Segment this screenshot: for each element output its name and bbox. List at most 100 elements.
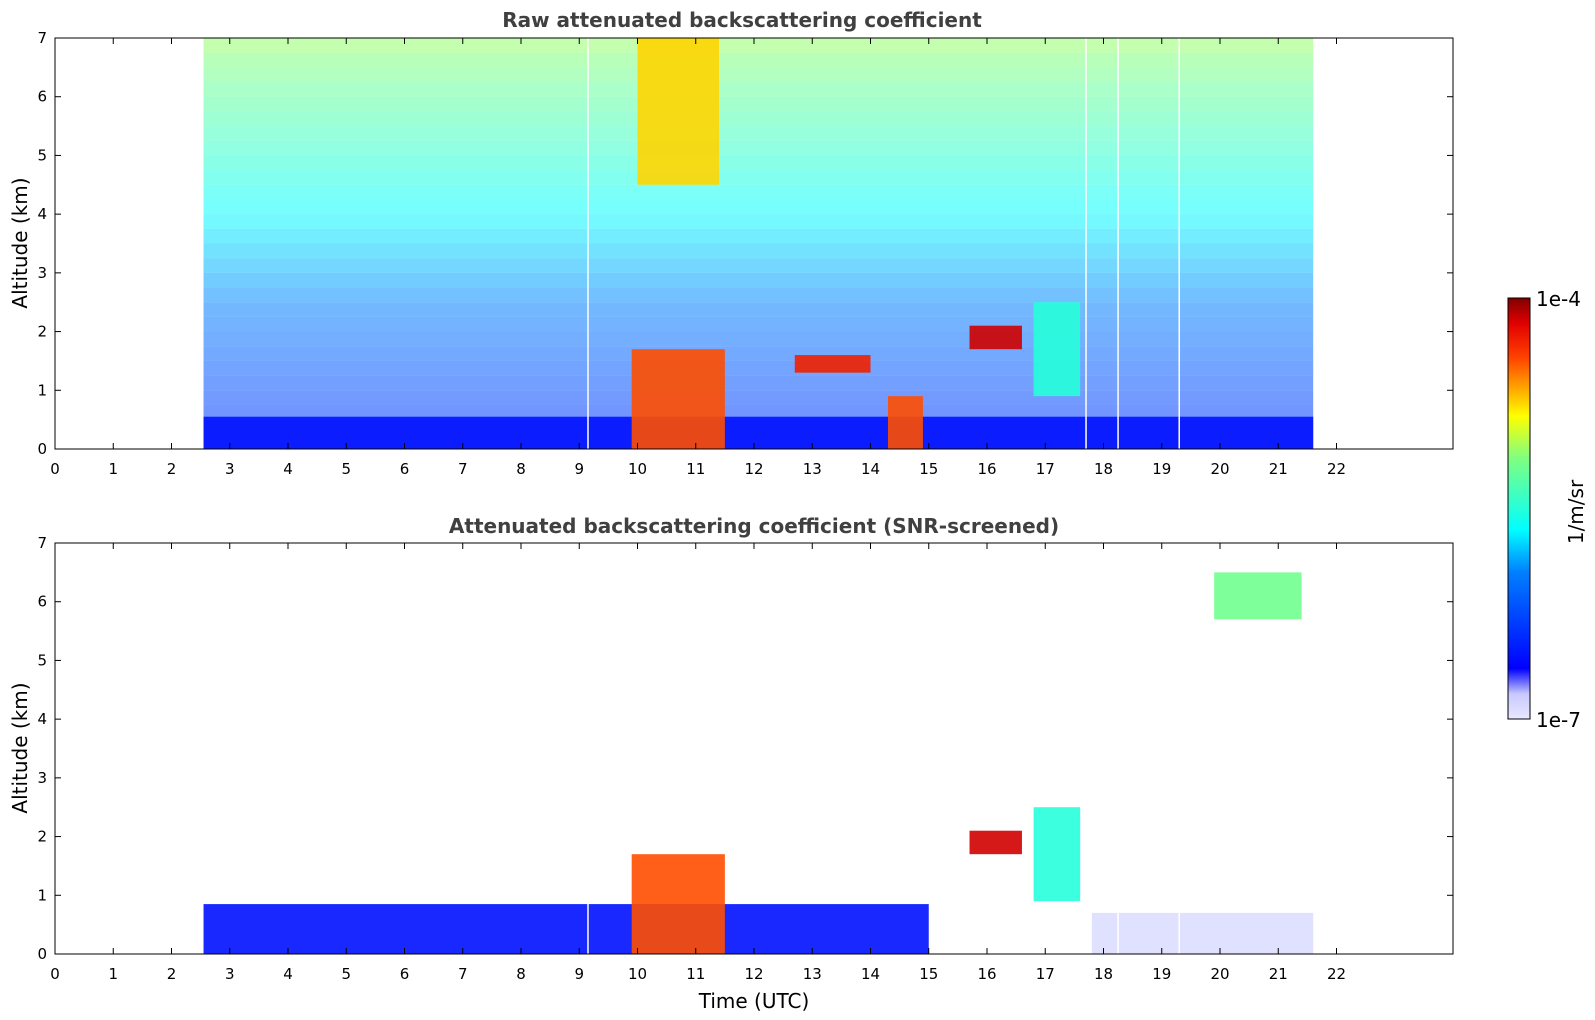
- p1-xtick-label: 9: [574, 460, 584, 478]
- panel1-background-band: [203, 331, 1314, 347]
- p1-xtick-label: 20: [1210, 460, 1229, 478]
- p2-xtick-label: 19: [1152, 965, 1171, 983]
- p1-ytick-label: 0: [37, 440, 47, 458]
- p1-xtick-label: 6: [400, 460, 410, 478]
- p2-xtick-label: 22: [1327, 965, 1346, 983]
- p2-xtick-label: 2: [167, 965, 177, 983]
- p2-ytick-label: 0: [37, 945, 47, 963]
- p2-ytick-label: 2: [37, 828, 47, 846]
- p1-xtick-label: 16: [977, 460, 996, 478]
- panel1-background-band: [203, 287, 1314, 303]
- p1-xtick-label: 11: [686, 460, 705, 478]
- colorbar-max-label: 1e-4: [1536, 287, 1581, 311]
- p2-ytick-label: 7: [37, 534, 47, 552]
- panel1-background-band: [203, 126, 1314, 141]
- p2-feature-3: [969, 830, 1022, 855]
- panel1-background-band: [203, 272, 1314, 288]
- p1-feature-6: [637, 38, 720, 185]
- p2-xtick-label: 15: [919, 965, 938, 983]
- p2-xtick-label: 20: [1210, 965, 1229, 983]
- p1-xtick-label: 13: [803, 460, 822, 478]
- panel1-title: Raw attenuated backscattering coefficien…: [502, 8, 982, 32]
- snr-screened-panel: Attenuated backscattering coefficient (S…: [8, 514, 1454, 1013]
- p2-xtick-label: 9: [574, 965, 584, 983]
- p1-xtick-label: 7: [458, 460, 468, 478]
- panel2-y-ticks: 0 1 2 3 4 5 6 7: [37, 534, 1453, 963]
- panel1-x-ticks: 0 1 2 3 4 5 6 7 8 9 10 11 12 13 14 15 16 17 18 19 20 21 22: [50, 38, 1346, 478]
- panel1-background-band: [203, 82, 1314, 97]
- p1-xtick-label: 2: [167, 460, 177, 478]
- panel1-background-band: [203, 258, 1314, 273]
- p1-feature-1: [631, 349, 725, 449]
- panel2-x-ticks: 0 1 2 3 4 5 6 7 8 9 10 11 12 13 14 15 16 17 18 19 20 21 22: [50, 543, 1346, 983]
- p1-ytick-label: 7: [37, 29, 47, 47]
- panel1-background-band: [203, 360, 1314, 376]
- p1-xtick-label: 12: [744, 460, 763, 478]
- p2-xtick-label: 14: [861, 965, 880, 983]
- panel1-background-band: [203, 140, 1314, 156]
- colorbar-gradient: [1507, 297, 1531, 720]
- p2-xtick-label: 4: [283, 965, 293, 983]
- panel1-background-band: [203, 199, 1314, 215]
- panel1-background-band: [203, 67, 1314, 83]
- p1-xtick-label: 19: [1152, 460, 1171, 478]
- panel1-y-ticks: 0 1 2 3 4 5 6 7: [37, 29, 1453, 458]
- p1-xtick-label: 22: [1327, 460, 1346, 478]
- panel1-background-band: [203, 228, 1314, 244]
- p2-feature-0: [203, 904, 929, 954]
- p1-feature-4: [794, 355, 871, 373]
- p1-xtick-label: 0: [50, 460, 60, 478]
- panel2-title: Attenuated backscattering coefficient (S…: [449, 514, 1059, 538]
- p2-xtick-label: 7: [458, 965, 468, 983]
- p1-ytick-label: 1: [37, 381, 47, 399]
- p1-ytick-label: 6: [37, 88, 47, 106]
- panel1-background-band: [203, 346, 1314, 361]
- panel1-background-band: [203, 111, 1314, 127]
- p2-xtick-label: 6: [400, 965, 410, 983]
- raw-backscatter-panel: Raw attenuated backscattering coefficien…: [8, 8, 1454, 478]
- p1-xtick-label: 3: [225, 460, 235, 478]
- panel1-background-band: [203, 404, 1314, 420]
- p2-xtick-label: 5: [341, 965, 351, 983]
- panel1-background-band: [203, 184, 1314, 200]
- p2-xtick-label: 12: [744, 965, 763, 983]
- panel1-background-band: [203, 52, 1314, 68]
- p2-xtick-label: 17: [1036, 965, 1055, 983]
- p2-feature-4: [1033, 807, 1081, 902]
- p1-xtick-label: 4: [283, 460, 293, 478]
- p2-xtick-label: 16: [977, 965, 996, 983]
- p1-ytick-label: 2: [37, 323, 47, 341]
- p1-xtick-label: 14: [861, 460, 880, 478]
- panel1-background-band: [203, 38, 1314, 53]
- p2-xtick-label: 10: [628, 965, 647, 983]
- p2-xtick-label: 1: [108, 965, 118, 983]
- p1-ytick-label: 4: [37, 205, 47, 223]
- p2-ytick-label: 4: [37, 710, 47, 728]
- p2-ytick-label: 1: [37, 886, 47, 904]
- panel1-background-band: [203, 316, 1314, 332]
- panel1-background-band: [203, 214, 1314, 229]
- p2-ytick-label: 6: [37, 593, 47, 611]
- p1-xtick-label: 10: [628, 460, 647, 478]
- colorbar-units-label: 1/m/sr: [1564, 479, 1588, 544]
- panel2-heatmap: [203, 543, 1314, 954]
- panel1-ylabel: Altitude (km): [8, 177, 32, 308]
- p1-feature-0: [203, 416, 1314, 449]
- p1-xtick-label: 15: [919, 460, 938, 478]
- colorbar-min-label: 1e-7: [1536, 708, 1581, 732]
- panel1-background-band: [203, 375, 1314, 391]
- p1-ytick-label: 3: [37, 264, 47, 282]
- p1-xtick-label: 21: [1269, 460, 1288, 478]
- p2-ytick-label: 5: [37, 651, 47, 669]
- p1-xtick-label: 1: [108, 460, 118, 478]
- p2-feature-5: [1214, 572, 1302, 620]
- panel1-background-band: [203, 96, 1314, 112]
- p1-xtick-label: 5: [341, 460, 351, 478]
- colorbar: 1e-4 1e-7 1/m/sr: [1507, 287, 1588, 732]
- p2-xtick-label: 18: [1094, 965, 1113, 983]
- p2-feature-2: [631, 854, 725, 954]
- panel1-background-band: [203, 170, 1314, 185]
- p2-xtick-label: 3: [225, 965, 235, 983]
- p1-feature-3: [969, 325, 1022, 350]
